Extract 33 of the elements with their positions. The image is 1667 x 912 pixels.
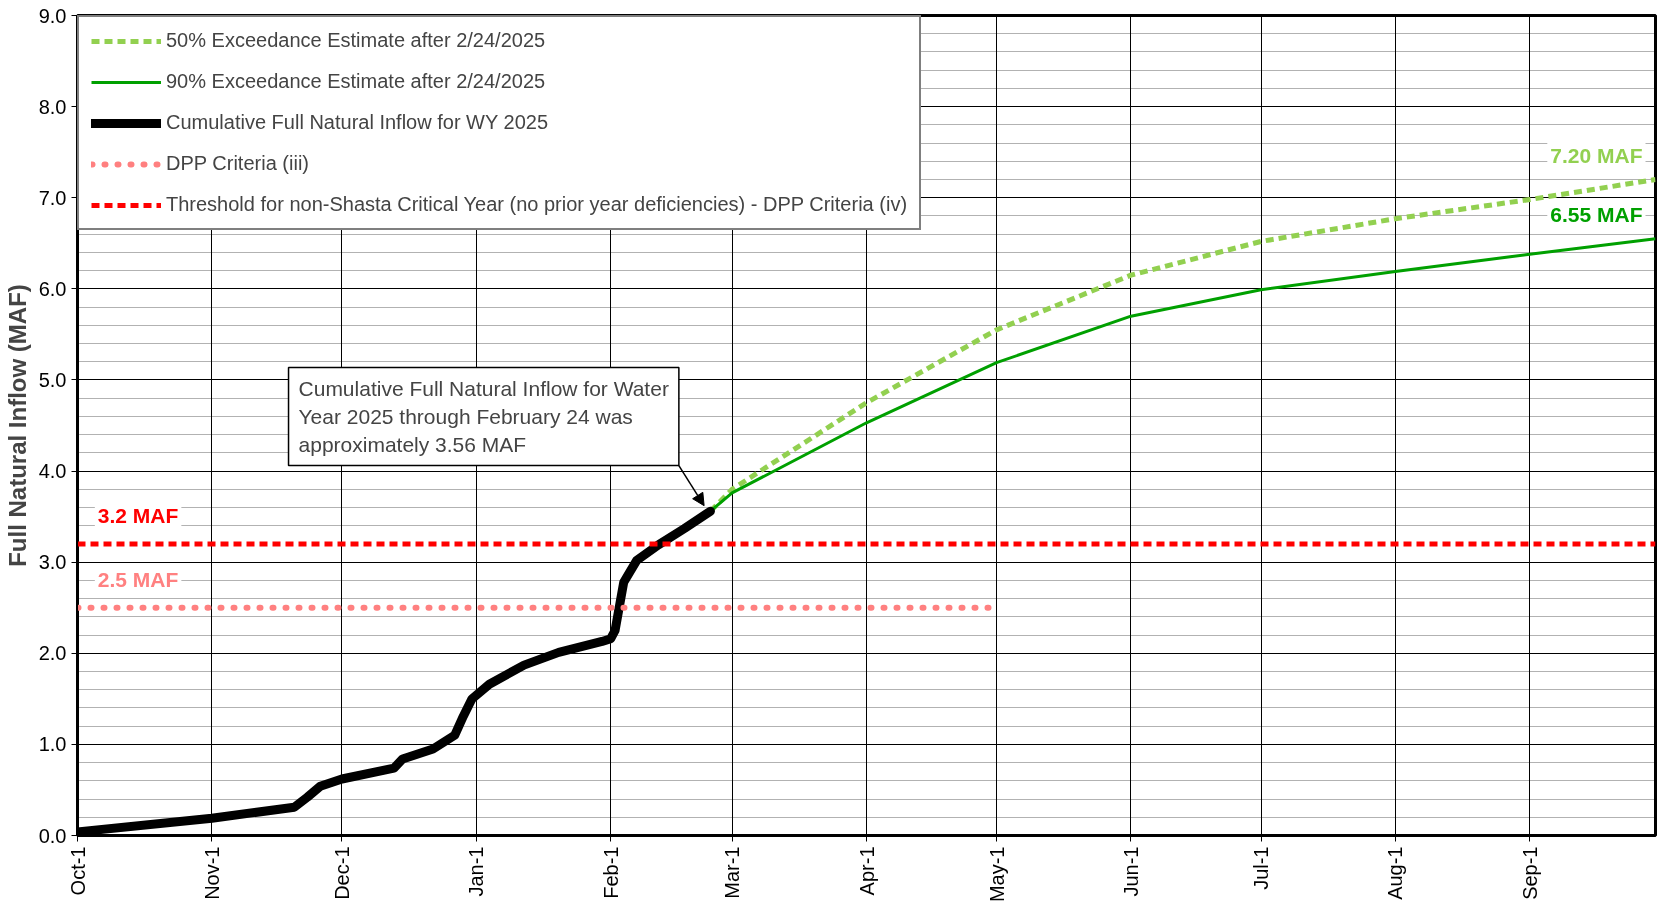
y-tick-label: 7.0 <box>38 186 67 209</box>
legend-label: Cumulative Full Natural Inflow for WY 2025 <box>166 111 549 134</box>
x-tick-label: May-1 <box>985 846 1008 903</box>
x-tick-label: Jul-1 <box>1250 846 1272 890</box>
x-tick-label: Feb-1 <box>599 846 622 899</box>
annotation: 2.5 MAF <box>97 567 179 591</box>
annotation: Cumulative Full Natural Inflow for Water Year 2025 through February 24 was approximately 3.56 MAF <box>298 377 669 456</box>
y-tick-label: 9.0 <box>38 4 67 27</box>
annotation: 6.55 MAF <box>1550 202 1643 226</box>
y-tick-label: 6.0 <box>38 277 67 300</box>
y-tick-label: 2.0 <box>38 642 67 665</box>
x-tick-label: Apr-1 <box>855 846 878 896</box>
legend-label: 90% Exceedance Estimate after 2/24/2025 <box>166 70 546 93</box>
x-tick-label: Mar-1 <box>721 846 744 899</box>
y-tick-label: 4.0 <box>38 460 67 483</box>
x-tick-label: Jun-1 <box>1119 846 1142 897</box>
y-tick-label: 8.0 <box>38 95 67 118</box>
legend-label: DPP Criteria (iii) <box>166 152 309 175</box>
y-tick-label: 1.0 <box>38 733 67 756</box>
y-tick-label: 3.0 <box>38 551 67 574</box>
legend-label: Threshold for non-Shasta Critical Year (no prior year deficiencies) - DPP Criteria (iv) <box>166 193 908 216</box>
x-tick-label: Dec-1 <box>330 846 353 900</box>
x-tick-label: Jan-1 <box>465 846 488 897</box>
x-tick-label: Aug-1 <box>1384 846 1407 900</box>
annotation: 7.20 MAF <box>1550 143 1643 167</box>
annotation: 3.2 MAF <box>97 503 179 527</box>
legend-label: 50% Exceedance Estimate after 2/24/2025 <box>166 29 546 52</box>
y-tick-label: 0.0 <box>38 824 67 847</box>
y-tick-label: 5.0 <box>38 368 67 391</box>
x-tick-label: Sep-1 <box>1518 846 1541 900</box>
y-axis-title: Full Natural Inflow (MAF) <box>3 284 31 567</box>
x-tick-label: Oct-1 <box>66 846 89 896</box>
x-tick-label: Nov-1 <box>200 846 223 900</box>
